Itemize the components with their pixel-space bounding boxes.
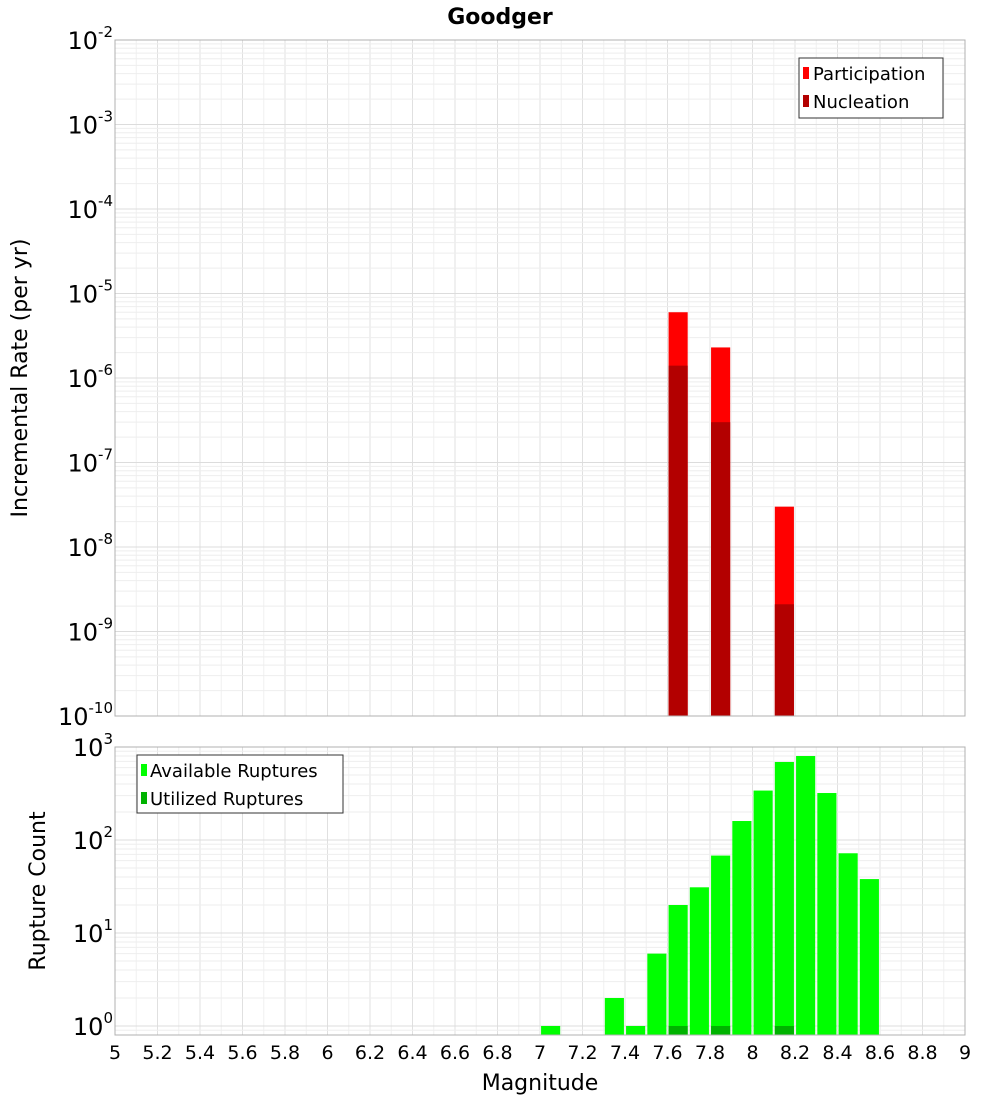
y-tick-label: 10-5 (67, 277, 113, 309)
bar-nucleation (668, 365, 688, 716)
x-tick-label: 7 (534, 1042, 546, 1064)
y-tick-label: 10-10 (58, 699, 113, 731)
y-tick-label: 10-4 (67, 192, 113, 224)
bar-utilized-ruptures (711, 1025, 731, 1035)
y-tick-label: 10-8 (67, 530, 113, 562)
bottom-y-axis-label: Rupture Count (26, 811, 51, 971)
y-tick-label: 10-3 (67, 108, 113, 140)
bottom-legend-box (136, 754, 344, 814)
x-tick-label: 8.6 (865, 1042, 895, 1064)
legend-swatch-available-ruptures (141, 764, 147, 776)
legend-label-participation: Participation (813, 64, 925, 85)
top-bars (668, 312, 794, 716)
bar-nucleation (711, 422, 731, 716)
bar-available-ruptures (859, 879, 879, 1035)
bar-available-ruptures (753, 790, 773, 1035)
bar-available-ruptures (711, 855, 731, 1035)
x-tick-label: 6.4 (397, 1042, 427, 1064)
x-tick-label: 5 (109, 1042, 121, 1064)
bar-available-ruptures (689, 887, 709, 1035)
bar-utilized-ruptures (668, 1025, 688, 1035)
x-tick-label: 5.2 (142, 1042, 172, 1064)
legend-swatch-utilized-ruptures (141, 792, 147, 804)
bottom-bars (541, 756, 879, 1035)
bar-nucleation (774, 604, 794, 716)
x-tick-labels: 5 5.2 5.4 5.6 5.8 6 6.2 6.4 6.6 6.8 7 7.2 7.4 7.6 7.8 8… (109, 1042, 971, 1064)
bottom-plot-border (114, 746, 966, 1036)
x-tick-label: 5.6 (227, 1042, 257, 1064)
top-y-axis-label: Incremental Rate (per yr) (8, 239, 33, 518)
y-tick-label: 101 (73, 916, 113, 948)
x-tick-label: 5.4 (185, 1042, 215, 1064)
x-tick-label: 7.8 (695, 1042, 725, 1064)
x-tick-label: 8.2 (780, 1042, 810, 1064)
x-tick-label: 6.6 (440, 1042, 470, 1064)
bar-available-ruptures (604, 997, 624, 1035)
top-plot-border (114, 39, 966, 717)
chart-title: Goodger (447, 5, 553, 30)
legend-swatch-participation (803, 67, 809, 79)
top-legend-box (798, 57, 944, 119)
bar-available-ruptures (668, 904, 688, 1035)
x-tick-label: 6 (321, 1042, 333, 1064)
top-grid (114, 39, 966, 717)
bottom-y-ticks: 100 101 102 103 (73, 730, 113, 1041)
x-tick-label: 6.2 (355, 1042, 385, 1064)
x-axis-label: Magnitude (482, 1071, 599, 1096)
y-tick-label: 100 (73, 1009, 113, 1041)
top-legend: Participation Nucleation (798, 57, 944, 119)
bar-available-ruptures (838, 853, 858, 1035)
y-tick-label: 10-6 (67, 361, 113, 393)
y-tick-label: 10-2 (67, 23, 113, 55)
bar-available-ruptures (541, 1025, 561, 1035)
bar-utilized-ruptures (774, 1025, 794, 1035)
bar-available-ruptures (626, 1025, 646, 1035)
top-panel: 10-10 10-9 10-8 10-7 10-6 10-5 10-4 10-3 10-2 In… (8, 23, 966, 731)
x-tick-label: 8.4 (822, 1042, 852, 1064)
x-tick-label: 9 (959, 1042, 971, 1064)
bar-available-ruptures (732, 821, 752, 1035)
legend-label-available-ruptures: Available Ruptures (150, 761, 318, 782)
x-tick-label: 6.8 (482, 1042, 512, 1064)
bar-available-ruptures (817, 793, 837, 1035)
x-tick-label: 5.8 (270, 1042, 300, 1064)
y-tick-label: 102 (73, 823, 113, 855)
x-tick-label: 8.8 (907, 1042, 937, 1064)
x-tick-label: 7.6 (652, 1042, 682, 1064)
bottom-panel: 100 101 102 103 5 5.2 5.4 5.6 5.8 6 6.2 6.4 6.6 6.8 7… (26, 730, 971, 1096)
x-tick-label: 8 (746, 1042, 758, 1064)
bar-available-ruptures (774, 761, 794, 1035)
bar-available-ruptures (647, 953, 667, 1035)
y-tick-label: 10-9 (67, 615, 113, 647)
bottom-legend: Available Ruptures Utilized Ruptures (136, 754, 344, 814)
legend-swatch-nucleation (803, 95, 809, 107)
x-tick-label: 7.2 (567, 1042, 597, 1064)
y-tick-label: 10-7 (67, 446, 113, 478)
top-y-ticks: 10-10 10-9 10-8 10-7 10-6 10-5 10-4 10-3 10-2 (58, 23, 113, 731)
x-tick-label: 7.4 (610, 1042, 640, 1064)
legend-label-nucleation: Nucleation (813, 92, 909, 113)
bar-available-ruptures (796, 756, 816, 1035)
legend-label-utilized-ruptures: Utilized Ruptures (150, 789, 303, 810)
y-tick-label: 103 (73, 730, 113, 762)
